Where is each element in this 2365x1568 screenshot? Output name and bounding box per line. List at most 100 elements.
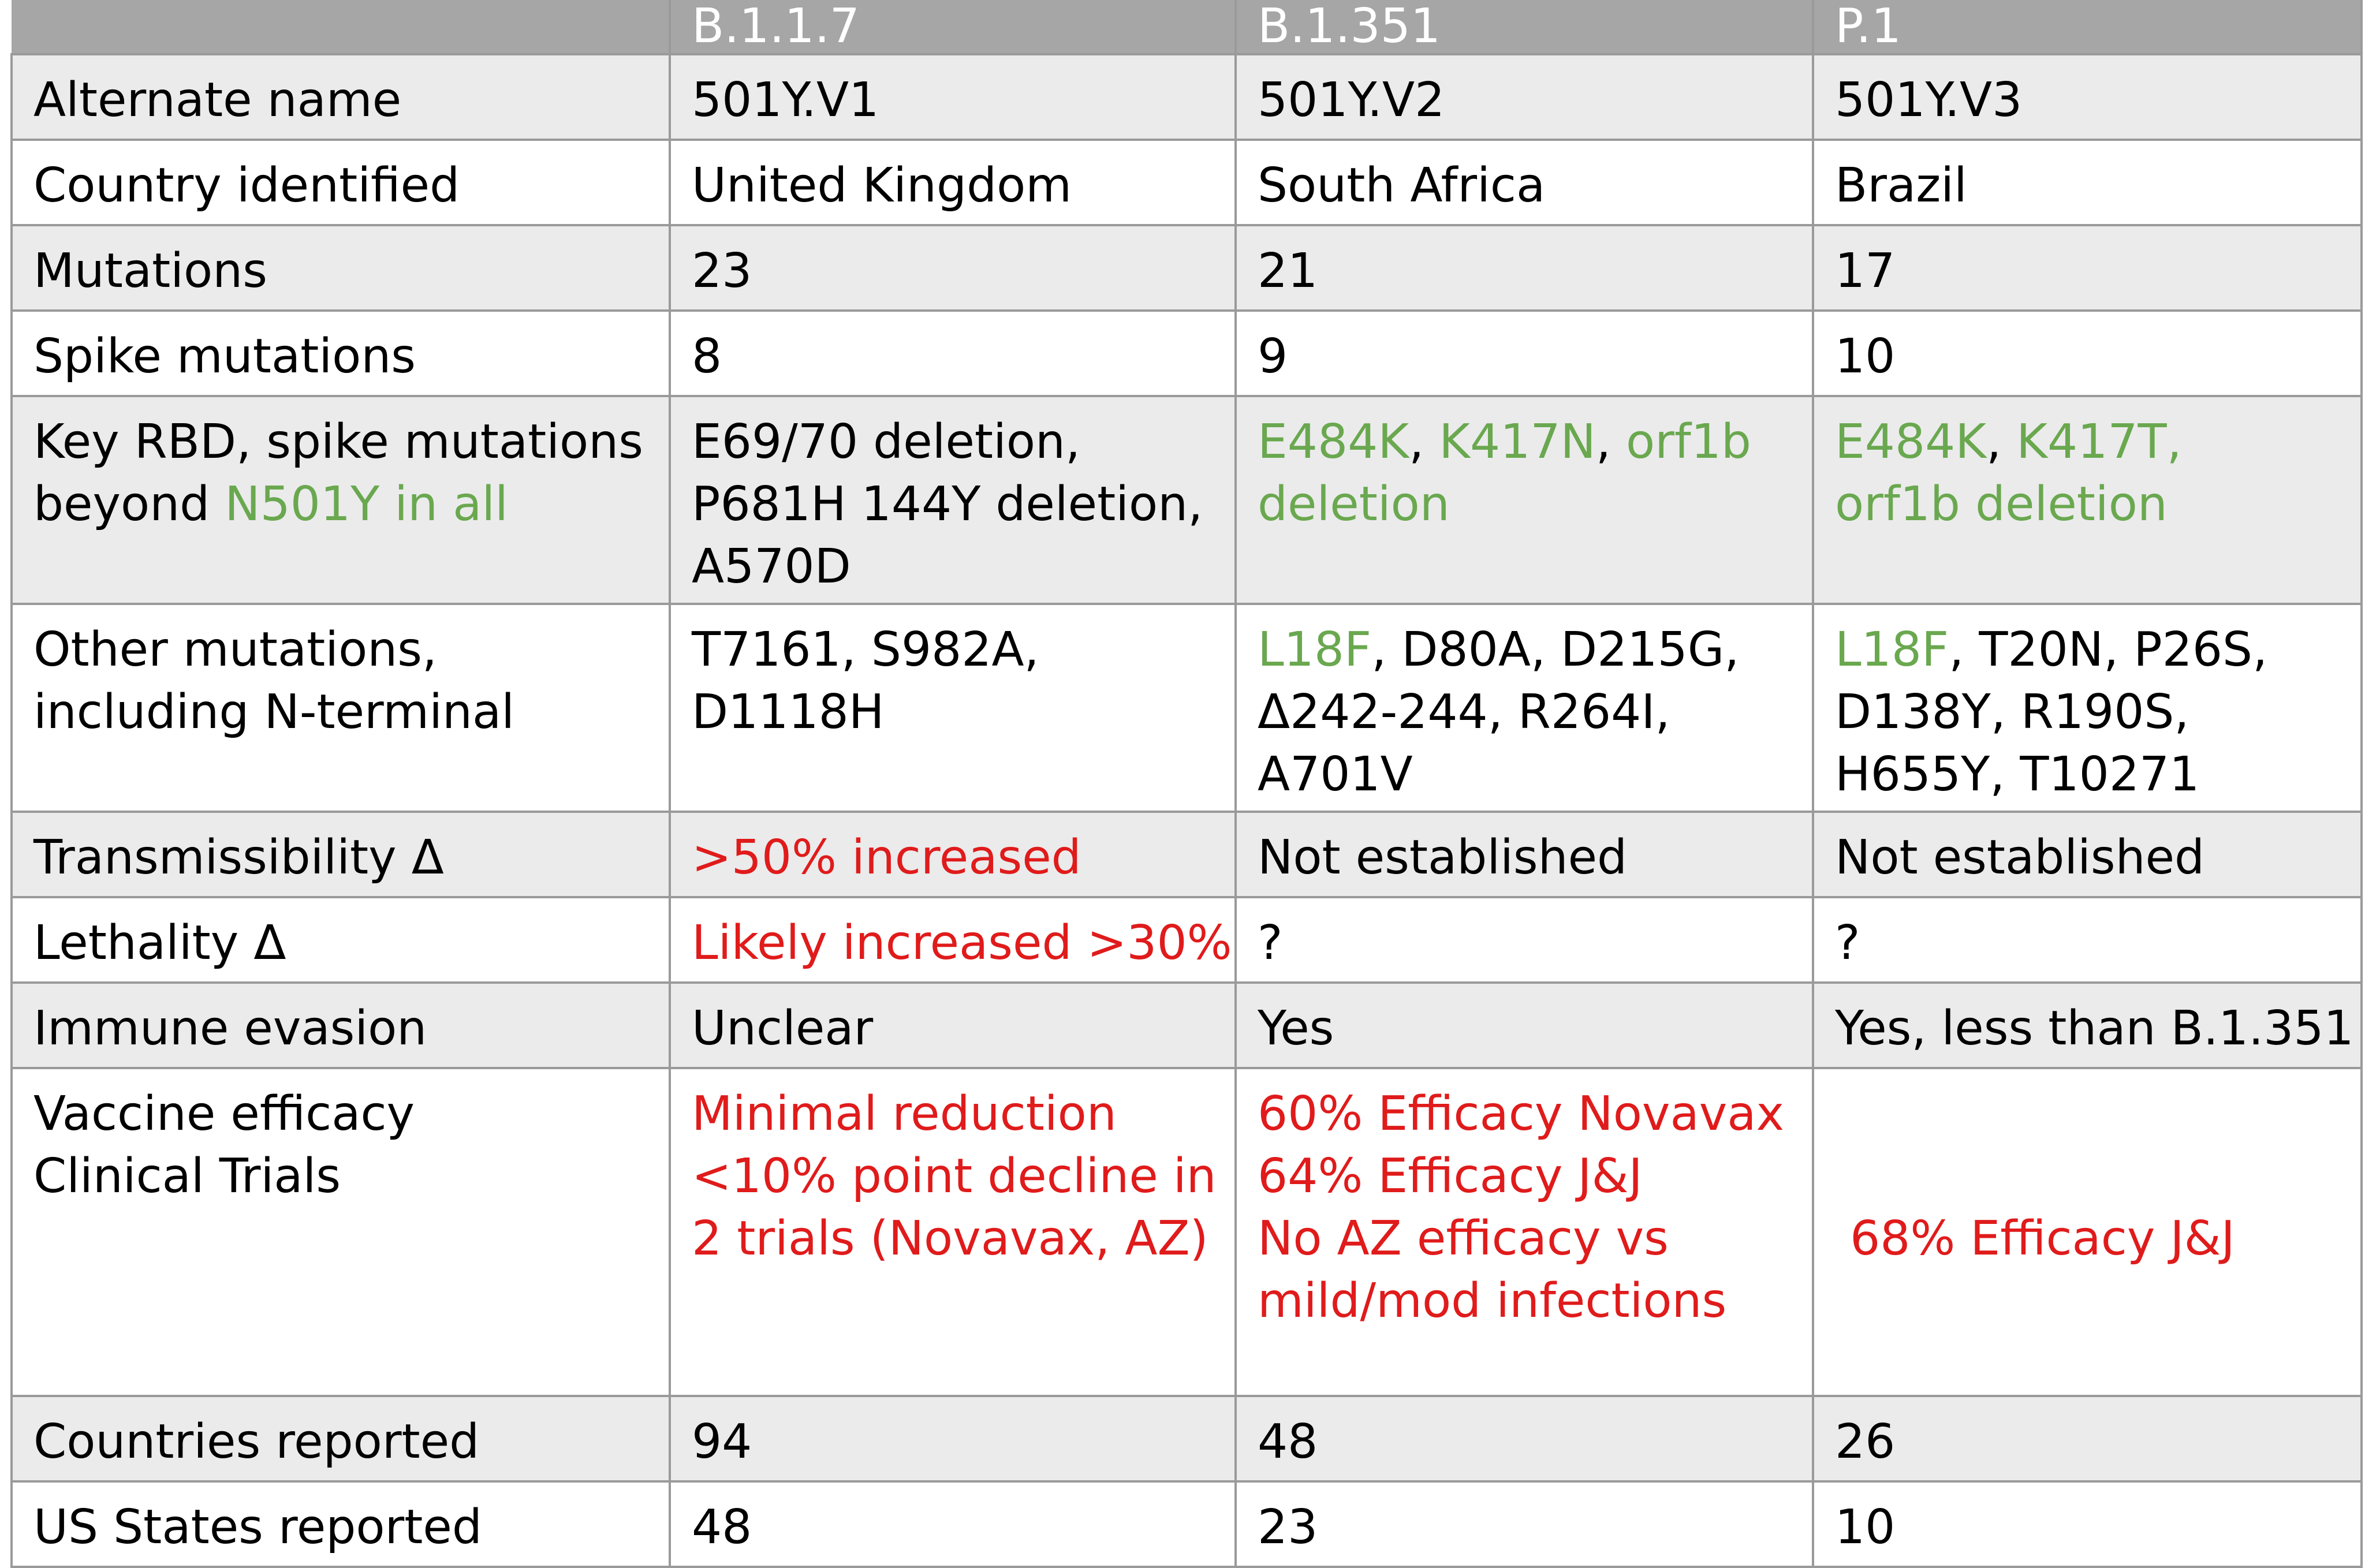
cell: Minimal reduction <10% point decline in … <box>669 1067 1237 1397</box>
cell-line: H655Y, T10271 <box>1835 747 2200 802</box>
cell-line: A570D <box>692 539 851 594</box>
cell: 10 <box>1812 1480 2363 1568</box>
cell-line: P681H 144Y deletion, <box>692 477 1203 532</box>
cell-line: <10% point decline in <box>692 1149 1217 1204</box>
cell: 23 <box>1234 1480 1814 1568</box>
cell-line: E69/70 deletion, <box>692 415 1081 469</box>
row-label: Transmissibility Δ <box>10 811 671 898</box>
cell: 60% Efficacy Novavax 64% Efficacy J&J No… <box>1234 1067 1814 1397</box>
cell: Unclear <box>669 981 1237 1069</box>
row-label: Other mutations, including N-terminal <box>10 603 671 813</box>
row-label: Mutations <box>10 224 671 312</box>
label-line: including N-terminal <box>33 685 514 740</box>
row-label: Countries reported <box>10 1395 671 1483</box>
header-cell-b1351: B.1.351 <box>1234 0 1814 55</box>
cell: South Africa <box>1234 139 1814 226</box>
cell-line: D138Y, R190S, <box>1835 685 2189 740</box>
label-line: Key RBD, spike mutations <box>33 415 643 469</box>
cell-line: Δ242-244, R264I, <box>1258 685 1670 740</box>
table-row-us-states-reported: US States reported 48 23 10 <box>10 1480 2363 1568</box>
cell-text: , D80A, D215G, <box>1371 622 1740 677</box>
cell: Brazil <box>1812 139 2363 226</box>
highlight-text: orf1b <box>1626 415 1751 469</box>
cell-line: E484K, K417N, orf1b <box>1258 411 1811 473</box>
variants-table: B.1.1.7 B.1.351 P.1 Alternate name 501Y.… <box>10 0 2363 1568</box>
header-cell-b117: B.1.1.7 <box>669 0 1237 55</box>
label-line: Vaccine efficacy <box>33 1087 415 1141</box>
row-label: Alternate name <box>10 53 671 141</box>
table-row-spike-mutations: Spike mutations 8 9 10 <box>10 309 2363 397</box>
header-row: B.1.1.7 B.1.351 P.1 <box>12 0 2363 55</box>
cell: ? <box>1812 896 2363 984</box>
cell: ? <box>1234 896 1814 984</box>
cell-line: E484K, K417T, <box>1835 411 2359 473</box>
separator: , <box>1409 415 1439 469</box>
cell-line: A701V <box>1258 747 1413 802</box>
cell-line: deletion <box>1258 477 1450 532</box>
label-line: beyond N501Y in all <box>33 473 667 536</box>
highlight-text: K417N <box>1439 415 1596 469</box>
row-label: Lethality Δ <box>10 896 671 984</box>
row-label: Key RBD, spike mutations beyond N501Y in… <box>10 395 671 605</box>
cell: L18F, D80A, D215G, Δ242-244, R264I, A701… <box>1234 603 1814 813</box>
cell: E69/70 deletion, P681H 144Y deletion, A5… <box>669 395 1237 605</box>
table-row-key-rbd: Key RBD, spike mutations beyond N501Y in… <box>10 395 2363 605</box>
highlight-text: E484K <box>1258 415 1409 469</box>
cell: >50% increased <box>669 811 1237 898</box>
table-row-lethality: Lethality Δ Likely increased >30% ? ? <box>10 896 2363 984</box>
cell: 48 <box>1234 1395 1814 1483</box>
cell: 94 <box>669 1395 1237 1483</box>
cell-line: D1118H <box>692 685 885 740</box>
cell: 501Y.V2 <box>1234 53 1814 141</box>
label-text: beyond <box>33 477 225 532</box>
cell: E484K, K417T, orf1b deletion <box>1812 395 2363 605</box>
separator: , <box>1986 415 2017 469</box>
label-line: Clinical Trials <box>33 1149 341 1204</box>
highlight-text: L18F <box>1835 622 1949 677</box>
row-label: Vaccine efficacy Clinical Trials <box>10 1067 671 1397</box>
table-row-immune-evasion: Immune evasion Unclear Yes Yes, less tha… <box>10 981 2363 1069</box>
highlight-text: E484K <box>1835 415 1987 469</box>
table-row-countries-reported: Countries reported 94 48 26 <box>10 1395 2363 1483</box>
cell-text: , T20N, P26S, <box>1949 622 2268 677</box>
cell: 501Y.V1 <box>669 53 1237 141</box>
row-label: Spike mutations <box>10 309 671 397</box>
cell: 501Y.V3 <box>1812 53 2363 141</box>
row-label: Country identified <box>10 139 671 226</box>
table-row-other-mutations: Other mutations, including N-terminal T7… <box>10 603 2363 813</box>
cell: Not established <box>1812 811 2363 898</box>
table-row-vaccine-efficacy: Vaccine efficacy Clinical Trials Minimal… <box>10 1067 2363 1397</box>
cell: Yes, less than B.1.351 <box>1812 981 2363 1069</box>
cell-line: 60% Efficacy Novavax <box>1258 1087 1785 1141</box>
cell: E484K, K417N, orf1b deletion <box>1234 395 1814 605</box>
highlight-text: K417T, <box>2016 415 2182 469</box>
cell: 10 <box>1812 309 2363 397</box>
cell-line: orf1b deletion <box>1835 477 2168 532</box>
header-cell-p1: P.1 <box>1812 0 2363 55</box>
cell-line: No AZ efficacy vs <box>1258 1211 1669 1266</box>
table-row-country: Country identified United Kingdom South … <box>10 139 2363 226</box>
cell-line: 64% Efficacy J&J <box>1258 1149 1643 1204</box>
table-row-transmissibility: Transmissibility Δ >50% increased Not es… <box>10 811 2363 898</box>
cell-line: L18F, T20N, P26S, <box>1835 619 2359 681</box>
cell: Yes <box>1234 981 1814 1069</box>
highlight-text: L18F <box>1258 622 1372 677</box>
cell-line: Minimal reduction <box>692 1087 1117 1141</box>
cell: Likely increased >30% <box>669 896 1237 984</box>
cell-line: 2 trials (Novavax, AZ) <box>692 1211 1208 1266</box>
cell-line: L18F, D80A, D215G, <box>1258 619 1811 681</box>
cell: Not established <box>1234 811 1814 898</box>
cell: 9 <box>1234 309 1814 397</box>
cell-line: 68% Efficacy J&J <box>1835 1211 2235 1266</box>
cell: 48 <box>669 1480 1237 1568</box>
cell: T7161, S982A, D1118H <box>669 603 1237 813</box>
highlight-text: N501Y in all <box>225 477 508 532</box>
row-label: US States reported <box>10 1480 671 1568</box>
cell: 21 <box>1234 224 1814 312</box>
cell-line: T7161, S982A, <box>692 622 1039 677</box>
cell: 8 <box>669 309 1237 397</box>
cell: 26 <box>1812 1395 2363 1483</box>
separator: , <box>1595 415 1627 469</box>
row-label: Immune evasion <box>10 981 671 1069</box>
table-row-mutations: Mutations 23 21 17 <box>10 224 2363 312</box>
